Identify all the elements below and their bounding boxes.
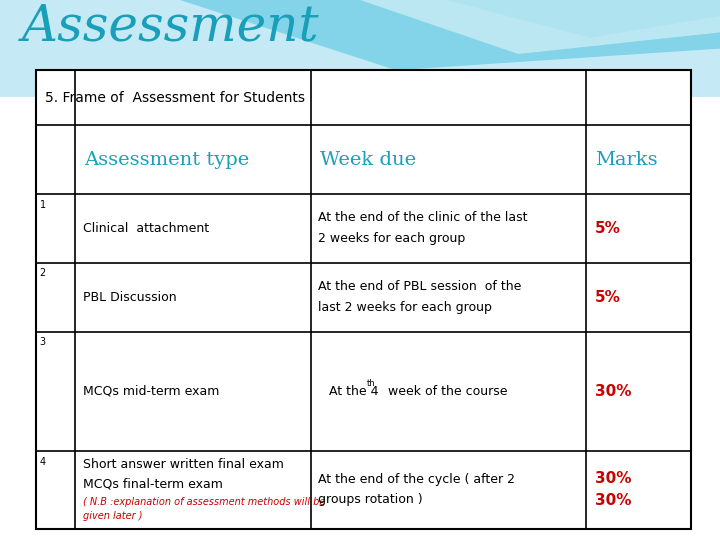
Text: 5%: 5%	[595, 221, 621, 236]
Text: MCQs mid-term exam: MCQs mid-term exam	[83, 385, 219, 398]
Text: Assessment: Assessment	[22, 2, 319, 51]
Text: week of the course: week of the course	[379, 385, 507, 398]
Text: 1: 1	[40, 199, 46, 210]
Text: Week due: Week due	[320, 151, 416, 168]
Text: groups rotation ): groups rotation )	[318, 494, 423, 507]
Text: 30%: 30%	[595, 384, 631, 399]
Text: 2: 2	[40, 268, 46, 279]
Text: ( N.B :explanation of assessment methods will be: ( N.B :explanation of assessment methods…	[83, 496, 325, 507]
Text: 30%: 30%	[595, 471, 631, 486]
Text: given later ): given later )	[83, 511, 142, 521]
Text: 5. Frame of  Assessment for Students: 5. Frame of Assessment for Students	[45, 91, 305, 105]
Text: MCQs final-term exam: MCQs final-term exam	[83, 477, 222, 490]
Text: Marks: Marks	[595, 151, 657, 168]
Polygon shape	[446, 0, 720, 38]
FancyBboxPatch shape	[0, 0, 720, 97]
Text: Clinical  attachment: Clinical attachment	[83, 222, 209, 235]
Text: Short answer written final exam: Short answer written final exam	[83, 457, 284, 471]
Polygon shape	[180, 0, 720, 70]
Text: 2 weeks for each group: 2 weeks for each group	[318, 232, 466, 245]
Text: At the end of the cycle ( after 2: At the end of the cycle ( after 2	[318, 473, 516, 486]
Text: PBL Discussion: PBL Discussion	[83, 291, 176, 304]
Polygon shape	[360, 0, 720, 54]
Text: 4: 4	[40, 456, 46, 467]
Text: th: th	[366, 380, 375, 388]
Text: last 2 weeks for each group: last 2 weeks for each group	[318, 301, 492, 314]
FancyBboxPatch shape	[36, 70, 691, 529]
Text: 30%: 30%	[595, 494, 631, 509]
Text: At the 4: At the 4	[329, 385, 379, 398]
Text: At the end of the clinic of the last: At the end of the clinic of the last	[318, 211, 528, 224]
Text: 3: 3	[40, 337, 46, 347]
Text: 5%: 5%	[595, 290, 621, 305]
Text: At the end of PBL session  of the: At the end of PBL session of the	[318, 280, 522, 293]
Text: Assessment type: Assessment type	[84, 151, 249, 168]
